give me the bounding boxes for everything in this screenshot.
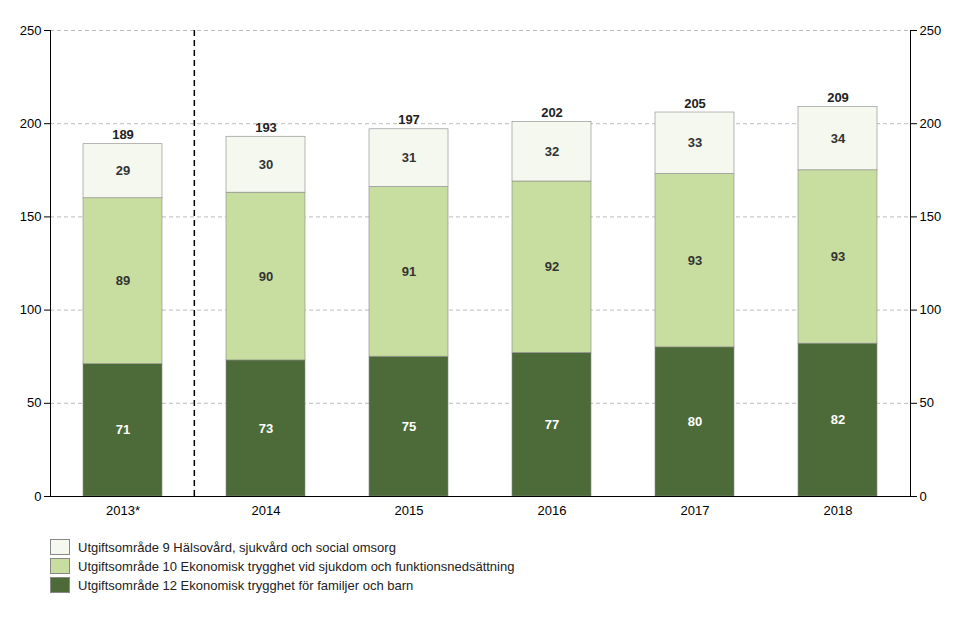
- svg-text:205: 205: [684, 96, 706, 111]
- svg-text:90: 90: [259, 269, 273, 284]
- svg-text:2014: 2014: [252, 503, 281, 518]
- svg-text:29: 29: [116, 163, 130, 178]
- svg-text:0: 0: [920, 489, 927, 504]
- svg-text:250: 250: [920, 23, 942, 38]
- svg-text:92: 92: [545, 259, 559, 274]
- svg-text:202: 202: [541, 105, 563, 120]
- svg-text:189: 189: [112, 127, 134, 142]
- svg-text:193: 193: [255, 120, 277, 135]
- svg-text:2018: 2018: [824, 503, 853, 518]
- svg-text:30: 30: [259, 157, 273, 172]
- html-text:Utgiftsområde 12 Ekonomisk try: Utgiftsområde 12 Ekonomisk trygghet för …: [78, 577, 414, 593]
- svg-text:82: 82: [831, 412, 845, 427]
- svg-text:71: 71: [116, 422, 130, 437]
- svg-text:80: 80: [688, 414, 702, 429]
- svg-text:197: 197: [398, 112, 420, 127]
- svg-text:250: 250: [20, 23, 42, 38]
- svg-text:209: 209: [827, 90, 849, 105]
- svg-text:50: 50: [27, 395, 41, 410]
- svg-text:32: 32: [545, 144, 559, 159]
- svg-text:91: 91: [402, 264, 416, 279]
- svg-text:200: 200: [920, 116, 942, 131]
- svg-text:77: 77: [545, 417, 559, 432]
- html-text:Utgiftsområde 10 Ekonomisk try: Utgiftsområde 10 Ekonomisk trygghet vid …: [78, 558, 515, 574]
- svg-text:93: 93: [831, 249, 845, 264]
- svg-text:150: 150: [920, 209, 942, 224]
- svg-text:73: 73: [259, 421, 273, 436]
- svg-text:2016: 2016: [538, 503, 567, 518]
- svg-text:2013*: 2013*: [106, 503, 140, 518]
- svg-text:75: 75: [402, 419, 416, 434]
- svg-text:150: 150: [20, 209, 42, 224]
- svg-text:50: 50: [920, 395, 934, 410]
- svg-text:2017: 2017: [681, 503, 710, 518]
- svg-text:89: 89: [116, 273, 130, 288]
- svg-text:100: 100: [20, 302, 42, 317]
- svg-text:200: 200: [20, 116, 42, 131]
- svg-text:33: 33: [688, 135, 702, 150]
- svg-text:31: 31: [402, 150, 416, 165]
- svg-text:2015: 2015: [395, 503, 424, 518]
- svg-text:100: 100: [920, 302, 942, 317]
- html-text:Utgiftsområde 9 Hälsovård, sju: Utgiftsområde 9 Hälsovård, sjukvård och …: [78, 539, 396, 555]
- svg-text:0: 0: [34, 489, 41, 504]
- svg-text:34: 34: [831, 131, 846, 146]
- svg-text:93: 93: [688, 253, 702, 268]
